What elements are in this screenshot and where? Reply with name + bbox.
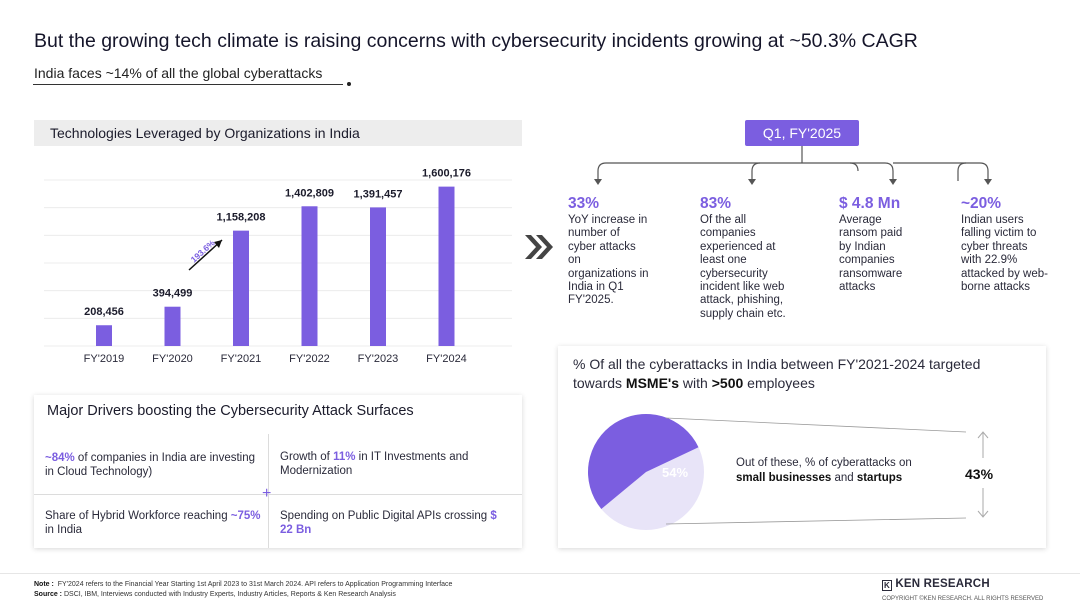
q1-stat-1-value: 33%	[568, 195, 600, 212]
logo-icon: K	[882, 580, 892, 591]
footer-divider	[0, 573, 1080, 574]
q1-stat-1-text: YoY increase in number of cyber attacks …	[568, 214, 649, 307]
pie-leader-lines	[665, 417, 967, 525]
driver-cloud-text: of companies in India are investing in C…	[45, 452, 256, 478]
subtitle-underline	[33, 84, 343, 85]
bar-value-label: 1,600,176	[422, 168, 471, 180]
bar-value-label: 1,391,457	[354, 188, 403, 200]
q1-stat-2-value: 83%	[700, 195, 732, 212]
msme-desc-bold-1: small businesses	[736, 472, 832, 484]
bar-value-label: 1,402,809	[285, 187, 334, 199]
x-tick-label: FY'2023	[358, 353, 399, 365]
msme-title-bold-1: MSME's	[625, 375, 680, 391]
q1-stat-4-value: ~20%	[961, 195, 1002, 212]
bar-value-label: 1,158,208	[217, 212, 266, 224]
msme-pie-chart	[588, 414, 704, 530]
msme-description: Out of these, % of cyberattacks on small…	[736, 456, 936, 486]
growth-arrow-head	[214, 240, 222, 248]
q1-stat-2: 83% Of the all companies experienced at …	[700, 195, 830, 321]
chart-section-heading: Technologies Leveraged by Organizations …	[34, 120, 522, 146]
page-subtitle: India faces ~14% of all the global cyber…	[34, 65, 323, 81]
growth-annotation: 193.6%	[189, 237, 217, 264]
bar-chart: 208,456 FY'2019 394,499 FY'2020 1,158,208 FY'…	[44, 168, 512, 365]
bar-FY'2021	[233, 230, 249, 346]
q1-stat-4-text: Indian users falling victim to cyber thr…	[961, 214, 1048, 294]
msme-desc-pre: Out of these, % of cyberattacks on	[736, 457, 912, 469]
x-tick-label: FY'2024	[426, 353, 467, 365]
q1-stat-3-text: Average ransom paid by Indian companies …	[839, 214, 903, 294]
logo-text: KEN RESEARCH	[895, 578, 990, 590]
q1-stat-4: ~20% Indian users falling victim to cybe…	[961, 195, 1080, 294]
msme-desc-bold-2: startups	[856, 472, 903, 484]
pie-slice-msme	[588, 414, 699, 509]
bar-value-label: 394,499	[153, 288, 193, 300]
msme-title-pre: % Of all the cyberattacks in India betwe…	[573, 356, 981, 391]
msme-desc-mid: and	[831, 472, 857, 484]
drivers-divider-horizontal	[34, 494, 522, 495]
drivers-title: Major Drivers boosting the Cybersecurity…	[47, 403, 414, 419]
pie-label: 54%	[662, 465, 689, 480]
driver-api-value: $ 22 Bn	[280, 510, 497, 536]
driver-cloud: ~84% of companies in India are investing…	[45, 452, 265, 479]
double-arrow-icon	[977, 431, 989, 518]
msme-title-post: employees	[743, 375, 815, 391]
msme-title-bold-2: >500	[711, 375, 744, 391]
driver-it-text: in IT Investments and Modernization	[280, 451, 469, 477]
q1-stat-3: $ 4.8 Mn Average ransom paid by Indian c…	[839, 195, 969, 294]
msme-title: % Of all the cyberattacks in India betwe…	[573, 355, 1023, 393]
source-label: Source :	[34, 591, 63, 598]
drivers-divider-vertical	[268, 434, 269, 548]
q1-stat-1: 33% YoY increase in number of cyber atta…	[568, 195, 698, 308]
drivers-panel: Major Drivers boosting the Cybersecurity…	[34, 395, 522, 548]
driver-it-pre: Growth of	[280, 451, 334, 463]
copyright: COPYRIGHT ©KEN RESEARCH. ALL RIGHTS RESE…	[882, 596, 1044, 602]
source-text: DSCI, IBM, Interviews conducted with Ind…	[63, 591, 396, 598]
x-tick-label: FY'2022	[289, 353, 330, 365]
q1-stat-3-value: $ 4.8 Mn	[839, 195, 901, 212]
branch-connector	[594, 146, 992, 185]
msme-panel: % Of all the cyberattacks in India betwe…	[558, 346, 1046, 548]
driver-cloud-value: ~84%	[45, 452, 75, 464]
driver-api-pre: Spending on Public Digital APIs crossing	[280, 510, 491, 522]
bar-value-label: 208,456	[84, 306, 124, 318]
note-text: FY'2024 refers to the Financial Year Sta…	[57, 581, 453, 588]
sub-percentage: 43%	[965, 466, 994, 482]
ken-research-logo: K KEN RESEARCH	[882, 578, 990, 591]
footer-notes: Note : FY'2024 refers to the Financial Y…	[34, 580, 452, 600]
q1-badge: Q1, FY'2025	[745, 120, 859, 146]
driver-it-value: 11%	[333, 451, 356, 463]
page-title: But the growing tech climate is raising …	[34, 30, 918, 52]
subtitle-dot	[347, 82, 351, 86]
plus-icon: +	[262, 485, 272, 502]
note-label: Note :	[34, 581, 54, 588]
driver-api: Spending on Public Digital APIs crossing…	[280, 510, 500, 537]
driver-hybrid-text: in India	[45, 523, 83, 536]
msme-title-mid: with	[679, 375, 712, 391]
bar-FY'2020	[164, 306, 181, 346]
driver-hybrid: Share of Hybrid Workforce reaching ~75% …	[45, 510, 265, 537]
driver-hybrid-pre: Share of Hybrid Workforce reaching	[45, 510, 231, 522]
bar-FY'2023	[370, 207, 386, 346]
bar-FY'2024	[438, 186, 455, 346]
driver-it: Growth of 11% in IT Investments and Mode…	[280, 451, 500, 478]
q1-stat-2-text: Of the all companies experienced at leas…	[700, 214, 786, 320]
x-tick-label: FY'2020	[152, 353, 193, 365]
double-chevron-icon	[525, 235, 553, 259]
x-tick-label: FY'2021	[221, 353, 262, 365]
driver-hybrid-value: ~75%	[230, 510, 261, 522]
bar-FY'2022	[301, 206, 318, 346]
bar-FY'2019	[96, 325, 112, 346]
x-tick-label: FY'2019	[84, 353, 125, 365]
